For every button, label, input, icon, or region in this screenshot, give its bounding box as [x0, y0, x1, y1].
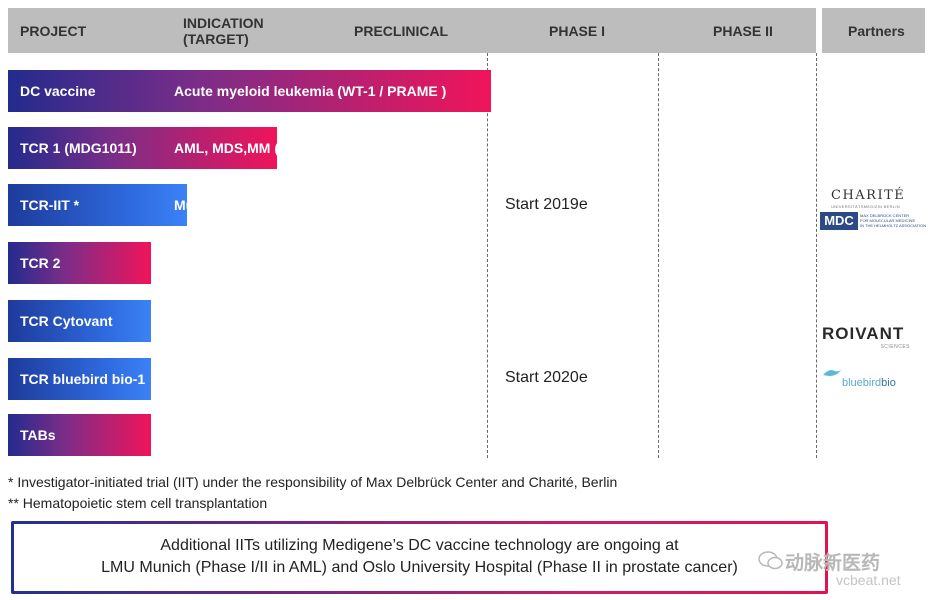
- divider-preclinical-phase1: [487, 53, 488, 458]
- mdc-logo: MDC MAX DELBRÜCK CENTER FOR MOLECULAR ME…: [820, 212, 926, 230]
- callout-line1: Additional IITs utilizing Medigene’s DC …: [160, 537, 679, 554]
- bluebirdbio-logo: bluebirdbio: [822, 368, 917, 390]
- charite-logo-subtext: UNIVERSITÄTSMEDIZIN BERLIN: [831, 204, 900, 209]
- start-note-2019: Start 2019e: [505, 196, 588, 213]
- bar-indication-label: Multiple myeloma (MAGE-A1): [174, 197, 370, 213]
- pipeline-bar: TCR bluebird bio-1 Undisclosed (MAGE-A4): [8, 358, 335, 400]
- bluebird-icon: [823, 370, 841, 376]
- bar-indication-label: Undisclosed (MAGE-A4): [174, 371, 336, 387]
- bar-project-label: TCR-IIT *: [20, 197, 80, 213]
- header-indication-line2: (TARGET): [183, 31, 249, 47]
- bar-project-label: TCR Cytovant: [20, 313, 113, 329]
- charite-logo: CHARITÉ UNIVERSITÄTSMEDIZIN BERLIN: [831, 188, 921, 209]
- header-indication-line1: INDICATION: [183, 15, 264, 31]
- partners-header: Partners: [822, 8, 925, 53]
- bar-indication-label: AML, MDS,MM (PRAME): [174, 140, 335, 156]
- bar-project-label: TCR bluebird bio-1: [20, 371, 146, 387]
- divider-phase1-phase2: [658, 53, 659, 458]
- watermark-url: vcbeat.net: [836, 572, 901, 588]
- pipeline-bar: DC vaccine Acute myeloid leukemia (WT-1 /…: [8, 70, 491, 112]
- mdc-logo-subtext: MAX DELBRÜCK CENTER FOR MOLECULAR MEDICI…: [860, 213, 926, 228]
- roivant-logo: ROIVANT SCIENCES: [822, 324, 914, 350]
- bluebird-text: bluebird: [842, 377, 882, 389]
- footnote-iit: * Investigator-initiated trial (IIT) und…: [8, 474, 618, 490]
- pipeline-bar: TCR Cytovant Undisclosed (NY-ESO-1): [8, 300, 336, 342]
- mdc-subtext-line2: FOR MOLECULAR MEDICINE: [860, 218, 916, 223]
- bar-project-label: DC vaccine: [20, 83, 96, 99]
- header-partners: Partners: [848, 23, 905, 39]
- pipeline-bar: TCR-IIT * Multiple myeloma (MAGE-A1): [8, 184, 369, 226]
- bar-project-label: TABs: [20, 427, 56, 443]
- bar-project-label: TCR 1 (MDG1011): [20, 140, 137, 156]
- header-indication: INDICATION (TARGET): [183, 15, 264, 47]
- bio-text: bio: [881, 377, 896, 389]
- roivant-logo-text: ROIVANT: [822, 324, 905, 343]
- header-phase1: PHASE I: [549, 23, 606, 39]
- mdc-subtext-line3: IN THE HELMHOLTZ ASSOCIATION: [860, 223, 927, 228]
- header-preclinical: PRECLINICAL: [354, 23, 449, 39]
- charite-logo-text: CHARITÉ: [831, 188, 906, 203]
- bar-project-label: TCR 2: [20, 255, 61, 271]
- bar-indication-label: T cell leukemias + new applications: [174, 427, 411, 443]
- divider-phase2-partners: [816, 53, 817, 458]
- watermark-text: 动脉新医药: [785, 552, 881, 574]
- mdc-logo-mark: MDC: [820, 212, 858, 230]
- roivant-logo-subtext: SCIENCES: [880, 344, 910, 350]
- footnote-hsct: ** Hematopoietic stem cell transplantati…: [8, 495, 268, 511]
- header-project: PROJECT: [20, 23, 87, 39]
- start-note-2020: Start 2020e: [505, 369, 588, 386]
- wechat-icon: [758, 551, 783, 570]
- watermark: 动脉新医药 vcbeat.net: [758, 548, 918, 588]
- table-header: PROJECT INDICATION (TARGET) PRECLINICAL …: [8, 8, 816, 53]
- pipeline-bar: TCR 1 (MDG1011) AML, MDS,MM (PRAME): [8, 127, 334, 169]
- bluebirdbio-logo-text: bluebirdbio: [842, 377, 896, 389]
- mdc-subtext-line1: MAX DELBRÜCK CENTER: [860, 213, 910, 218]
- bar-indication-label: Acute myeloid leukemia (WT-1 / PRAME ): [174, 83, 447, 99]
- callout-box: Additional IITs utilizing Medigene’s DC …: [11, 521, 828, 594]
- header-phase2: PHASE II: [713, 23, 773, 39]
- callout-line2: LMU Munich (Phase I/II in AML) and Oslo …: [101, 559, 738, 576]
- pipeline-bar: TABs T cell leukemias + new applications: [8, 414, 410, 456]
- pipeline-bar: TCR 2 Post-HSCT** relapse (HA-1): [8, 242, 357, 284]
- bar-indication-label: Post-HSCT** relapse (HA-1): [174, 255, 357, 271]
- bar-indication-label: Undisclosed (NY-ESO-1): [174, 313, 336, 329]
